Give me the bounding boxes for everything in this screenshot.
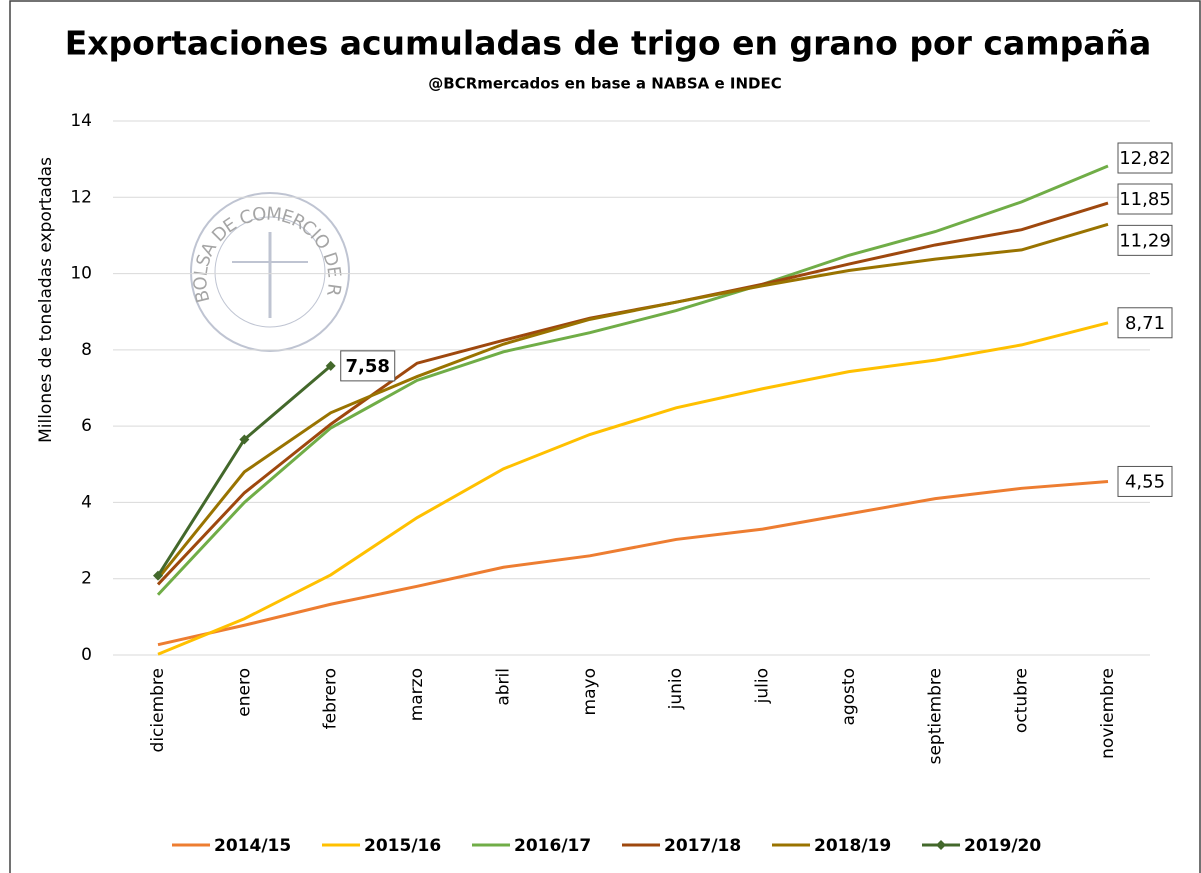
x-tick-label: agosto bbox=[839, 668, 859, 726]
y-tick-label: 0 bbox=[81, 645, 92, 665]
y-tick-label: 12 bbox=[70, 187, 92, 207]
data-label-box bbox=[1117, 307, 1173, 339]
x-tick-label: octubre bbox=[1012, 668, 1032, 733]
legend-label: 2019/20 bbox=[964, 836, 1041, 856]
legend-label: 2018/19 bbox=[814, 836, 891, 856]
legend-marker bbox=[936, 840, 946, 850]
frame bbox=[9, 0, 1201, 873]
chart-subtitle: @BCRmercados en base a NABSA e INDEC bbox=[428, 75, 781, 93]
point-marker bbox=[153, 570, 163, 581]
data-label-box bbox=[1117, 183, 1173, 215]
x-tick-label: abril bbox=[493, 668, 513, 706]
legend-label: 2017/18 bbox=[664, 836, 741, 856]
point-marker bbox=[325, 360, 336, 371]
y-tick-label: 2 bbox=[81, 569, 92, 589]
x-tick-label: noviembre bbox=[1098, 668, 1118, 759]
y-tick-label: 4 bbox=[81, 492, 92, 512]
x-tick-label: septiembre bbox=[925, 668, 945, 764]
series-line bbox=[157, 479, 1109, 647]
data-label-box bbox=[340, 350, 396, 382]
y-tick-label: 8 bbox=[81, 340, 92, 360]
data-label: 11,29 bbox=[1119, 230, 1171, 251]
data-label: 7,58 bbox=[346, 356, 390, 377]
data-label-box bbox=[1117, 465, 1173, 497]
point-marker bbox=[239, 434, 250, 445]
y-tick-label: 14 bbox=[70, 111, 92, 131]
series-line bbox=[156, 164, 1109, 596]
series-line bbox=[156, 222, 1109, 580]
data-label: 4,55 bbox=[1125, 471, 1165, 492]
x-tick-label: marzo bbox=[407, 668, 427, 721]
x-tick-label: diciembre bbox=[148, 668, 168, 752]
data-label-box bbox=[1117, 224, 1173, 256]
legend-label: 2016/17 bbox=[514, 836, 591, 856]
series-line bbox=[157, 321, 1109, 656]
legend-label: 2015/16 bbox=[364, 836, 441, 856]
data-label-box bbox=[1117, 142, 1173, 174]
y-tick-label: 6 bbox=[81, 416, 92, 436]
x-tick-label: enero bbox=[234, 668, 254, 717]
x-tick-label: julio bbox=[753, 668, 773, 704]
data-label: 12,82 bbox=[1119, 148, 1171, 169]
chart-title: Exportaciones acumuladas de trigo en gra… bbox=[65, 24, 1152, 63]
y-axis-label: Millones de toneladas exportadas bbox=[36, 157, 56, 443]
x-tick-label: mayo bbox=[580, 668, 600, 715]
x-tick-label: junio bbox=[666, 668, 686, 710]
x-tick-label: febrero bbox=[321, 668, 341, 729]
data-label: 11,85 bbox=[1119, 189, 1171, 210]
legend-label: 2014/15 bbox=[214, 836, 291, 856]
data-label: 8,71 bbox=[1125, 313, 1165, 334]
y-tick-label: 10 bbox=[70, 264, 92, 284]
